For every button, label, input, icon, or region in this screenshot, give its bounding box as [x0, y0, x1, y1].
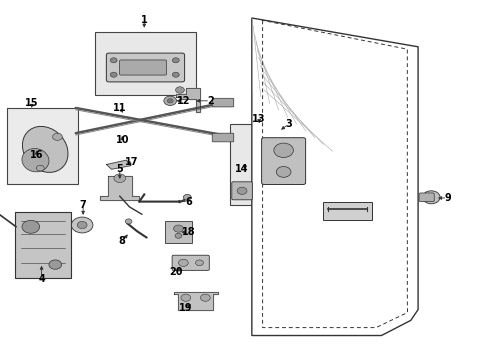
Circle shape	[422, 191, 439, 204]
Circle shape	[110, 58, 117, 63]
FancyBboxPatch shape	[229, 124, 320, 205]
Circle shape	[175, 87, 184, 93]
Circle shape	[200, 294, 210, 301]
Text: 20: 20	[169, 267, 183, 277]
Text: 11: 11	[113, 103, 126, 113]
Circle shape	[273, 143, 293, 158]
Circle shape	[49, 260, 61, 269]
FancyBboxPatch shape	[212, 98, 233, 107]
Text: 6: 6	[184, 197, 191, 207]
Text: 18: 18	[181, 227, 195, 237]
Text: 5: 5	[116, 164, 123, 174]
Text: 15: 15	[25, 98, 39, 108]
Circle shape	[36, 165, 44, 171]
Circle shape	[71, 217, 93, 233]
Ellipse shape	[22, 149, 49, 172]
Polygon shape	[251, 18, 417, 336]
Circle shape	[52, 133, 62, 140]
FancyBboxPatch shape	[106, 53, 184, 82]
Circle shape	[175, 233, 182, 238]
Circle shape	[178, 259, 188, 266]
FancyBboxPatch shape	[165, 221, 191, 243]
Text: 4: 4	[38, 274, 45, 284]
Polygon shape	[176, 88, 200, 112]
Circle shape	[125, 219, 132, 224]
Circle shape	[163, 96, 176, 105]
Text: 7: 7	[80, 200, 86, 210]
Text: 9: 9	[443, 193, 450, 203]
Polygon shape	[100, 176, 139, 200]
FancyBboxPatch shape	[119, 60, 166, 75]
Polygon shape	[173, 292, 217, 310]
Text: 3: 3	[285, 119, 291, 129]
Text: 8: 8	[119, 236, 125, 246]
Text: 13: 13	[252, 114, 265, 124]
Circle shape	[172, 72, 179, 77]
Circle shape	[276, 166, 290, 177]
Polygon shape	[322, 202, 371, 220]
Circle shape	[173, 225, 183, 232]
Circle shape	[195, 260, 203, 266]
Circle shape	[22, 220, 40, 233]
FancyBboxPatch shape	[418, 193, 433, 202]
Text: 19: 19	[179, 303, 192, 313]
Circle shape	[77, 221, 87, 229]
FancyBboxPatch shape	[261, 138, 305, 185]
Circle shape	[183, 194, 191, 200]
Ellipse shape	[22, 126, 68, 172]
Text: 12: 12	[176, 96, 190, 106]
Text: 1: 1	[141, 15, 147, 25]
FancyBboxPatch shape	[15, 212, 71, 278]
Circle shape	[172, 58, 179, 63]
Circle shape	[237, 187, 246, 194]
FancyBboxPatch shape	[95, 32, 195, 95]
Text: 2: 2	[206, 96, 213, 106]
FancyBboxPatch shape	[231, 182, 252, 200]
Circle shape	[114, 174, 125, 183]
Text: 17: 17	[125, 157, 139, 167]
Text: 10: 10	[115, 135, 129, 145]
FancyBboxPatch shape	[172, 255, 209, 270]
Text: 16: 16	[30, 150, 43, 160]
Circle shape	[181, 294, 190, 301]
Circle shape	[167, 99, 173, 103]
Polygon shape	[106, 160, 131, 169]
Circle shape	[110, 72, 117, 77]
Text: 14: 14	[235, 164, 248, 174]
FancyBboxPatch shape	[212, 133, 233, 142]
FancyBboxPatch shape	[7, 108, 78, 184]
